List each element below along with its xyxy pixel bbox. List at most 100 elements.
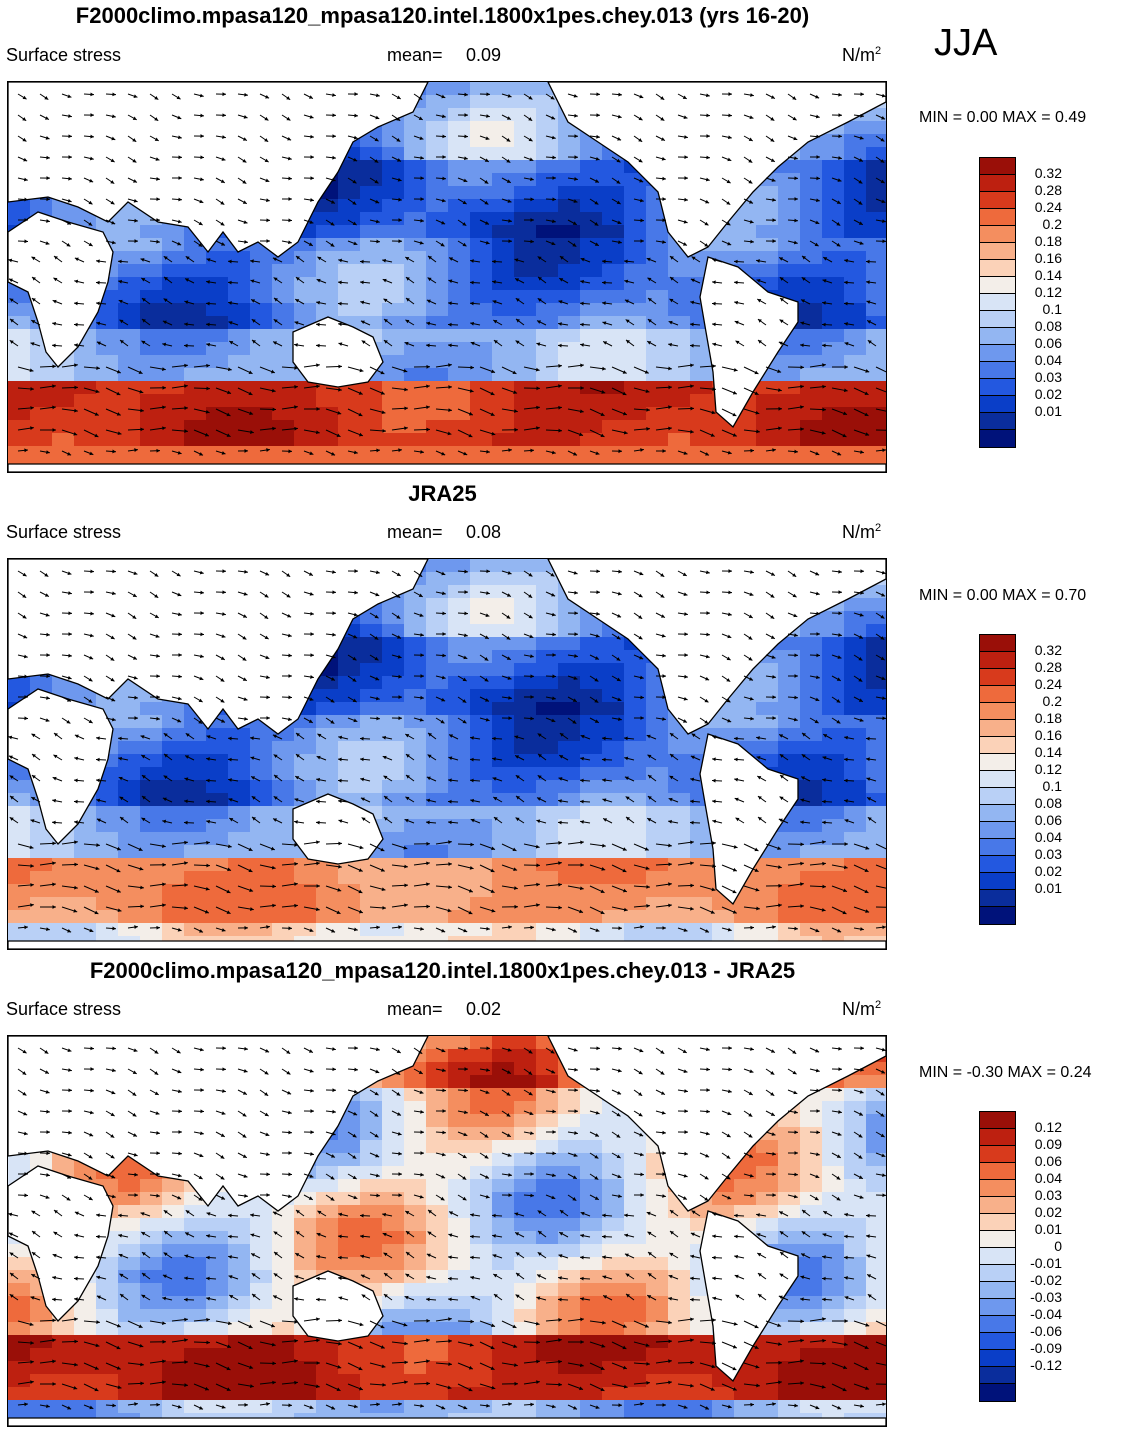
vector-head: [660, 594, 665, 598]
vector-head: [779, 277, 784, 281]
vector-head: [793, 240, 798, 245]
field-cell: [668, 728, 691, 742]
field-cell: [404, 342, 427, 356]
vector-head: [573, 199, 578, 203]
field-cell: [492, 342, 515, 356]
field-cell: [382, 728, 405, 742]
field-cell: [272, 897, 295, 911]
field-cell: [580, 290, 603, 304]
field-cell: [668, 290, 691, 304]
vector-head: [865, 369, 870, 373]
field-cell: [316, 780, 339, 794]
vector-head: [206, 301, 210, 306]
field-cell: [646, 420, 669, 434]
field-cell: [800, 316, 823, 330]
field-cell: [844, 897, 867, 911]
vector-head: [485, 136, 490, 140]
vector-head: [513, 390, 518, 394]
vector-head: [184, 429, 188, 434]
field-cell: [426, 663, 449, 677]
field-cell: [580, 754, 603, 768]
vector-head: [200, 177, 204, 182]
field-cell: [624, 238, 647, 252]
field-cell: [404, 676, 427, 690]
vector-head: [537, 797, 542, 801]
vector-head: [360, 259, 364, 264]
field-cell: [514, 624, 537, 638]
field-cell: [866, 650, 886, 664]
field-cell: [580, 381, 603, 395]
field-cell: [448, 329, 471, 343]
vector-head: [734, 280, 738, 285]
vector-head: [68, 653, 72, 658]
vector-head: [668, 405, 672, 410]
field-cell: [514, 650, 537, 664]
vector-head: [772, 674, 776, 679]
field-cell: [404, 689, 427, 703]
vector-head: [359, 368, 364, 373]
vector-head: [726, 678, 731, 682]
vector-head: [838, 633, 842, 637]
vector-head: [250, 279, 255, 284]
field-cell: [624, 381, 647, 395]
vector-head: [294, 843, 298, 847]
vector-head: [691, 256, 696, 261]
field-cell: [404, 741, 427, 755]
field-cell: [294, 238, 317, 252]
vector-head: [572, 720, 577, 724]
field-cell: [382, 186, 405, 200]
vector-head: [264, 158, 269, 163]
vector-head: [616, 635, 621, 640]
vector-head: [404, 406, 408, 411]
field-cell: [668, 264, 691, 278]
field-cell: [294, 741, 317, 755]
vector-head: [360, 280, 364, 285]
field-cell: [162, 923, 185, 937]
vector-head: [380, 370, 385, 375]
field-cell: [382, 598, 405, 612]
field-cell: [316, 446, 339, 460]
field-cell: [250, 884, 273, 898]
field-cell: [404, 910, 427, 924]
field-cell: [382, 316, 405, 330]
field-cell: [646, 433, 669, 447]
field-cell: [162, 407, 185, 421]
land-mass: [8, 688, 114, 845]
vector-head: [639, 571, 644, 576]
field-cell: [602, 394, 625, 408]
field-cell: [404, 368, 427, 382]
vector-head: [757, 319, 762, 323]
field-cell: [580, 186, 603, 200]
vector-head: [204, 432, 209, 437]
field-cell: [272, 923, 295, 937]
field-cell: [360, 715, 383, 729]
vector-head: [814, 242, 819, 247]
vector-head: [264, 116, 269, 121]
vector-head: [602, 259, 606, 264]
field-cell: [272, 407, 295, 421]
vector-head: [515, 775, 520, 779]
vector-head: [338, 841, 342, 846]
field-cell: [558, 689, 581, 703]
field-cell: [294, 303, 317, 317]
vector-head: [881, 676, 886, 681]
field-cell: [866, 160, 886, 174]
field-cell: [492, 897, 515, 911]
field-cell: [602, 277, 625, 291]
field-cell: [624, 407, 647, 421]
field-cell: [272, 806, 295, 820]
field-cell: [668, 845, 691, 859]
field-cell: [602, 420, 625, 434]
vector-head: [265, 94, 270, 99]
field-cell: [602, 715, 625, 729]
field-cell: [844, 316, 867, 330]
vector-head: [382, 428, 386, 433]
vector-head: [156, 654, 160, 658]
field-cell: [30, 923, 53, 937]
vector-head: [426, 798, 431, 803]
field-cell: [404, 871, 427, 885]
field-cell: [140, 923, 163, 937]
vector-head: [748, 636, 753, 640]
vector-head: [727, 612, 732, 617]
vector-head: [624, 259, 628, 264]
